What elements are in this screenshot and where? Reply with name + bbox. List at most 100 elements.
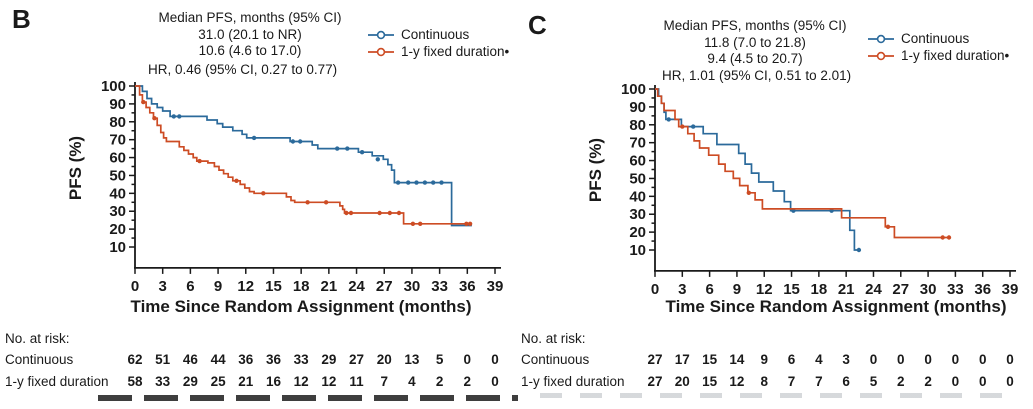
x-tick-label: 33 [431,278,448,295]
censor-mark [141,99,146,105]
x-tick-label: 36 [459,278,476,295]
panel-b-legend-fixed-label: 1-y fixed duration• [401,44,510,59]
x-tick-label: 12 [237,278,254,295]
panel-b-fixed-median: 10.6 (4.6 to 17.0) [198,43,302,58]
panel-c-continuous-median: 11.8 (7.0 to 21.8) [704,35,806,50]
y-tick-label: 50 [629,170,646,187]
panel-c-hazard-ratio: HR, 1.01 (95% CI, 0.51 to 2.01) [662,68,852,83]
censor-mark [885,224,891,229]
x-tick-label: 39 [1002,281,1019,298]
panel-b-legend-fixed: 1-y fixed duration• [367,44,509,59]
x-tick-label: 27 [376,278,393,295]
censor-mark [298,139,303,144]
censor-mark [345,146,350,151]
panel-b-median-title: Median PFS, months (95% CI) [158,10,342,25]
censor-mark [467,221,473,226]
panel-c-risk-row-fixed-label: 1-y fixed duration [521,374,625,389]
continuous-line-marker-icon [368,30,394,39]
censor-mark [414,180,419,185]
x-tick-label: 12 [756,281,773,298]
y-tick-label: 10 [109,239,126,256]
y-tick-label: 80 [629,117,646,134]
bottom-crop-artifact-left [98,395,518,401]
censor-mark [418,221,423,226]
panel-c-legend-fixed-label: 1-y fixed duration• [901,48,1010,63]
panel-c-legend-continuous-label: Continuous [901,31,970,46]
panel-c-median-title: Median PFS, months (95% CI) [663,18,847,33]
censor-mark [290,139,296,144]
censor-mark [377,210,382,216]
x-tick-label: 24 [865,281,882,298]
panel-c-no-at-risk-label: No. at risk: [521,331,586,346]
censor-mark [856,247,862,253]
censor-mark [152,116,157,121]
x-tick-label: 6 [186,278,194,295]
y-tick-label: 60 [109,150,126,167]
censor-mark [946,235,952,240]
censor-mark [940,235,945,240]
censor-mark [323,200,329,205]
censor-mark [335,146,340,151]
y-tick-label: 70 [109,132,126,149]
x-tick-label: 0 [131,278,139,295]
km-curve-fixed-duration [135,85,472,225]
km-curve-continuous [655,88,860,251]
fixed-duration-line-marker-icon [368,47,394,56]
x-tick-label: 0 [651,281,659,298]
censor-mark [680,124,685,129]
y-tick-label: 40 [109,185,126,202]
x-tick-label: 9 [733,281,741,298]
y-tick-label: 100 [101,78,126,95]
panel-c-legend-continuous: Continuous [867,31,1009,46]
panel-b-no-at-risk-label: No. at risk: [5,331,70,346]
censor-mark [395,180,401,185]
censor-mark [177,114,182,119]
x-tick-label: 39 [487,278,504,295]
panel-b-letter: B [12,4,31,34]
panel-c-risk-row-continuous-label: Continuous [521,352,590,367]
panel-b-hazard-ratio: HR, 0.46 (95% CI, 0.27 to 0.77) [148,62,338,77]
x-tick-label: 30 [404,278,421,295]
x-tick-label: 18 [811,281,828,298]
x-tick-label: 15 [783,281,800,298]
x-tick-label: 27 [892,281,909,298]
censor-mark [344,210,349,216]
x-tick-label: 30 [920,281,937,298]
y-tick-label: 40 [629,188,646,205]
y-tick-label: 50 [109,167,126,184]
y-tick-label: 90 [109,96,126,113]
panel-b-x-axis-title: Time Since Random Assignment (months) [130,297,472,316]
y-tick-label: 30 [629,206,646,223]
km-panel-B: 0 3 6 9 12 15 18 21 24 27 30 33 36 391020304050607080… [101,78,503,295]
panel-b-legend: Continuous 1-y fixed duration• [367,27,509,59]
censor-mark [375,157,380,162]
km-panel-C: 0 3 6 9 12 15 18 21 24 27 30 33 36 391020304050607080… [621,81,1018,298]
censor-mark [348,210,354,216]
y-tick-label: 100 [621,81,646,98]
censor-mark [422,180,428,185]
panel-b-risk-row-continuous-label: Continuous [5,352,74,367]
x-tick-label: 3 [678,281,686,298]
censor-mark [171,114,176,119]
censor-mark [305,200,310,205]
censor-mark [261,191,266,196]
censor-mark [410,221,416,226]
censor-mark [464,221,469,226]
censor-mark [406,180,411,185]
y-tick-label: 20 [629,224,646,241]
y-tick-label: 20 [109,221,126,238]
censor-mark [396,210,402,216]
continuous-line-marker-icon [868,34,894,43]
km-curve-continuous [135,85,472,227]
x-tick-label: 15 [265,278,282,295]
fixed-duration-line-marker-icon [868,51,894,60]
km-curve-fixed-duration [655,88,951,239]
panel-b-continuous-median: 31.0 (20.1 to NR) [198,27,302,42]
y-tick-label: 30 [109,203,126,220]
x-tick-label: 33 [947,281,964,298]
y-tick-label: 60 [629,153,646,170]
panel-b-legend-continuous-label: Continuous [401,27,470,42]
x-tick-label: 21 [321,278,338,295]
